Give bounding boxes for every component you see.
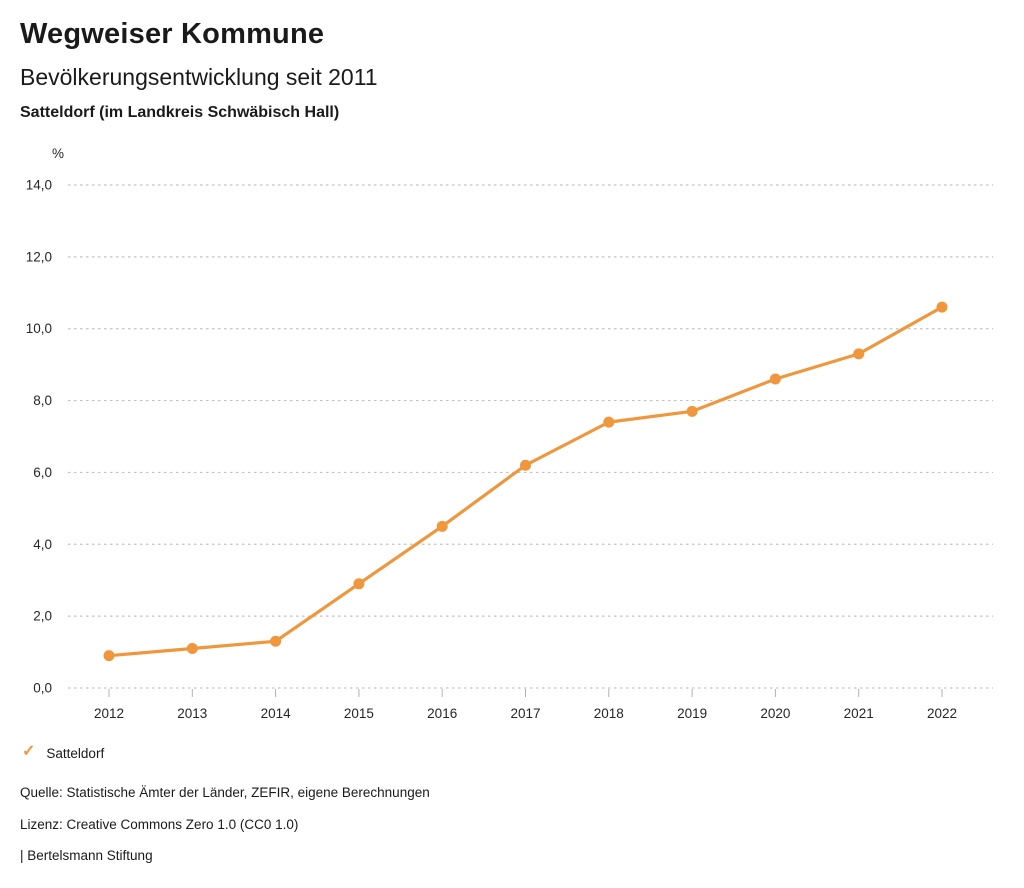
data-point[interactable] bbox=[353, 578, 365, 590]
x-tick-label: 2019 bbox=[677, 706, 707, 721]
x-tick-label: 2012 bbox=[94, 706, 124, 721]
data-point[interactable] bbox=[103, 650, 115, 662]
data-point[interactable] bbox=[936, 301, 948, 313]
y-tick-label: 2,0 bbox=[33, 609, 52, 624]
x-tick-label: 2021 bbox=[844, 706, 874, 721]
x-tick-label: 2014 bbox=[261, 706, 292, 721]
x-tick-label: 2018 bbox=[594, 706, 624, 721]
y-tick-label: 12,0 bbox=[26, 249, 52, 264]
attribution-note: | Bertelsmann Stiftung bbox=[20, 848, 153, 863]
data-point[interactable] bbox=[270, 635, 282, 647]
data-point[interactable] bbox=[769, 373, 781, 385]
data-point[interactable] bbox=[853, 348, 865, 360]
y-tick-label: 0,0 bbox=[33, 681, 52, 696]
license-note: Lizenz: Creative Commons Zero 1.0 (CC0 1… bbox=[20, 817, 299, 832]
x-tick-label: 2013 bbox=[177, 706, 207, 721]
x-tick-label: 2016 bbox=[427, 706, 457, 721]
data-point[interactable] bbox=[186, 642, 198, 654]
chart-location-subtitle: Satteldorf (im Landkreis Schwäbisch Hall… bbox=[20, 104, 340, 121]
legend-label: Satteldorf bbox=[46, 745, 105, 761]
data-point[interactable] bbox=[520, 459, 531, 471]
y-tick-label: 4,0 bbox=[33, 537, 52, 552]
y-tick-label: 8,0 bbox=[33, 393, 52, 408]
y-axis-unit-label: % bbox=[52, 146, 64, 161]
y-tick-label: 10,0 bbox=[26, 321, 52, 336]
x-tick-label: 2020 bbox=[760, 706, 790, 721]
series-line bbox=[107, 305, 944, 658]
check-icon: ✓ bbox=[22, 743, 36, 760]
x-tick-label: 2017 bbox=[510, 706, 540, 721]
page-title: Wegweiser Kommune bbox=[20, 18, 325, 50]
x-tick-label: 2022 bbox=[927, 706, 957, 721]
chart-title: Bevölkerungsentwicklung seit 2011 bbox=[20, 64, 378, 90]
population-line-chart: % 0,0 2,0 4,0 6,0 8,0 10,0 12,0 14,0 2012 2013 2014… bbox=[26, 146, 993, 721]
data-point[interactable] bbox=[603, 416, 615, 428]
y-tick-label: 6,0 bbox=[33, 465, 52, 480]
source-note: Quelle: Statistische Ämter der Länder, Z… bbox=[20, 785, 430, 800]
x-tick-label: 2015 bbox=[344, 706, 374, 721]
y-tick-label: 14,0 bbox=[26, 178, 52, 193]
data-point[interactable] bbox=[686, 405, 698, 417]
data-point[interactable] bbox=[436, 520, 448, 532]
legend-item-satteldorf[interactable]: ✓ Satteldorf bbox=[22, 743, 105, 761]
